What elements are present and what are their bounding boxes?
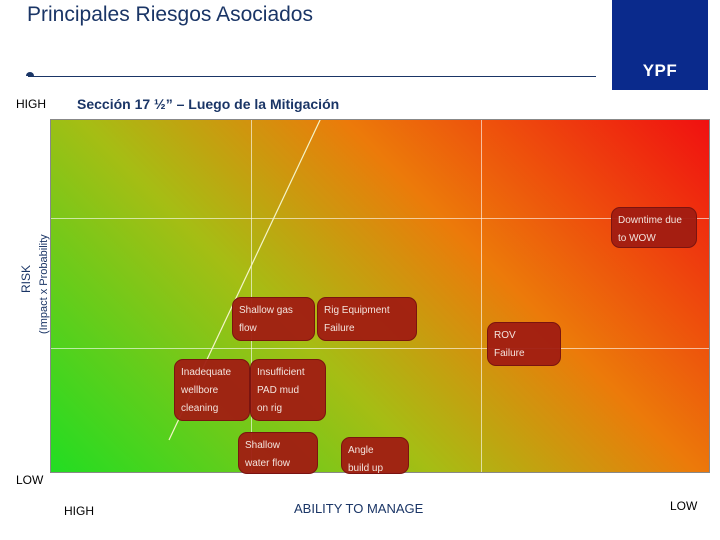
y-axis-impact-label: (Impact x Probability <box>38 234 50 334</box>
y-axis-high-label: HIGH <box>16 97 46 111</box>
x-axis-high-label: HIGH <box>64 504 94 518</box>
risk-label: Rig Equipment <box>324 305 390 316</box>
risk-insufficient-pad-mud: Insufficient PAD mud on rig <box>250 359 326 421</box>
risk-rig-equipment-failure: Rig Equipment Failure <box>317 297 417 341</box>
y-axis-title: RISK (Impact x Probability <box>6 200 56 340</box>
section-subtitle: Sección 17 ½” – Luego de la Mitigación <box>77 96 340 112</box>
x-axis-low-label: LOW <box>670 499 698 513</box>
risk-label: PAD mud <box>257 385 300 396</box>
risk-matrix: Downtime due to WOW Shallow gas flow Rig… <box>50 119 710 474</box>
risk-inadequate-wellbore-cleaning: Inadequate wellbore cleaning <box>174 359 250 421</box>
risk-label: on rig <box>257 403 283 414</box>
risk-label: ROV <box>494 330 516 341</box>
risk-label: Shallow gas <box>239 305 293 316</box>
risk-label: Downtime due <box>618 215 682 226</box>
ypf-logo: YPF <box>612 0 708 90</box>
risk-label: Shallow <box>245 440 281 451</box>
risk-label: build up <box>348 463 384 474</box>
y-axis-low-label: LOW <box>16 473 44 487</box>
grid-hline <box>51 218 709 219</box>
risk-label: to WOW <box>618 233 656 244</box>
y-axis-risk-label: RISK <box>19 264 33 293</box>
risk-label: wellbore <box>181 385 219 396</box>
risk-angle-build-up: Angle build up <box>341 437 409 474</box>
risk-label: water flow <box>245 458 291 469</box>
risk-downtime-wow: Downtime due to WOW <box>611 207 697 248</box>
risk-label: Inadequate <box>181 367 232 378</box>
page-title: Principales Riesgos Asociados <box>27 3 313 26</box>
grid-vline <box>481 120 482 472</box>
header-rule-tick <box>26 72 34 76</box>
logo-text: YPF <box>642 61 678 80</box>
risk-label: Failure <box>494 348 525 359</box>
header-rule <box>28 76 596 77</box>
risk-rov-failure: ROV Failure <box>487 322 561 366</box>
grid-hline <box>51 348 709 349</box>
x-axis-title: ABILITY TO MANAGE <box>294 501 424 516</box>
risk-label: flow <box>239 323 257 334</box>
risk-shallow-gas-flow: Shallow gas flow <box>232 297 315 341</box>
risk-label: Angle <box>348 445 374 456</box>
risk-label: Insufficient <box>257 367 305 378</box>
grid-vline <box>251 120 252 472</box>
risk-shallow-water-flow: Shallow water flow <box>238 432 318 474</box>
risk-label: Failure <box>324 323 355 334</box>
risk-label: cleaning <box>181 403 219 414</box>
